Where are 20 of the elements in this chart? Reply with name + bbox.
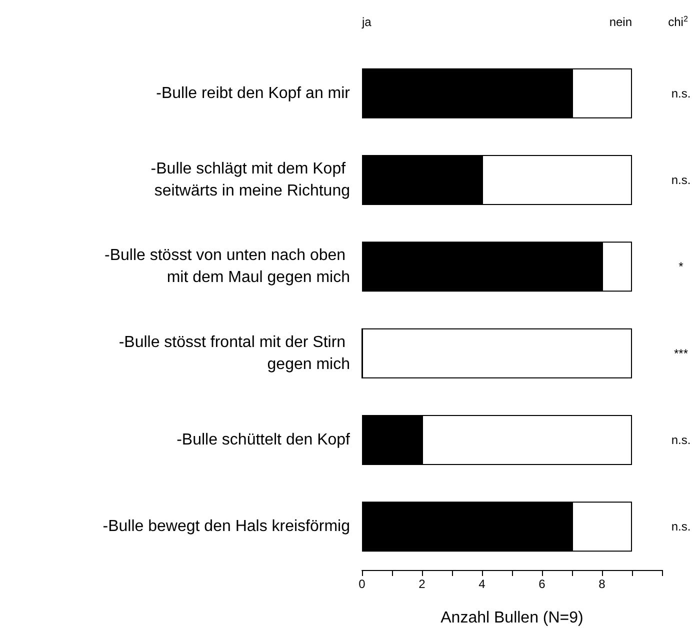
y-tick-label: -Bulle stösst frontal mit der Stirn gegen mich — [118, 334, 350, 373]
y-tick-label: -Bulle reibt den Kopf an mir — [156, 84, 351, 102]
text: n.s. — [671, 173, 691, 187]
text: * — [678, 260, 684, 274]
x-tick-label: 2 — [418, 577, 426, 591]
text: ja — [361, 15, 372, 29]
text: nein — [609, 15, 632, 29]
x-tick-label: 8 — [598, 577, 606, 591]
y-tick-label: -Bulle schlägt mit dem Kopf seitwärts in meine Richtung — [150, 160, 350, 200]
text: n.s. — [671, 520, 691, 534]
x-axis-title: Anzahl Bullen (N=9) — [440, 610, 584, 626]
y-tick-label: -Bulle bewegt den Hals kreisförmig — [102, 518, 350, 536]
x-tick-label: 4 — [478, 577, 486, 591]
text: n.s. — [671, 433, 691, 447]
y-tick-label: -Bulle stösst von unten nach oben mit dem Maul gegen mich — [104, 247, 350, 286]
text: n.s. — [671, 86, 691, 100]
text: *** — [674, 346, 688, 360]
x-tick-label: 6 — [538, 577, 546, 591]
x-tick-label: 0 — [358, 577, 366, 591]
y-tick-label: -Bulle schüttelt den Kopf — [176, 432, 351, 448]
